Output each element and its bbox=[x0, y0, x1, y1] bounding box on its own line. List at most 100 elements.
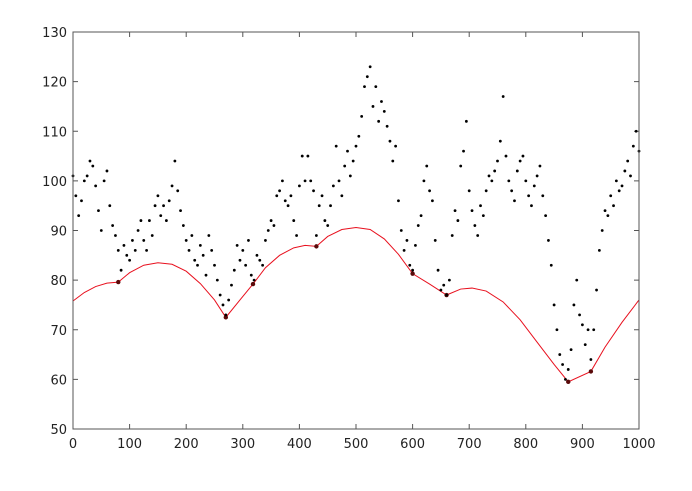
data-point bbox=[230, 283, 233, 287]
data-point bbox=[564, 377, 567, 381]
data-point bbox=[428, 189, 431, 193]
data-point bbox=[544, 214, 548, 218]
data-point bbox=[382, 110, 386, 113]
data-point bbox=[589, 358, 593, 361]
data-point bbox=[255, 253, 259, 257]
data-point bbox=[561, 363, 564, 366]
data-point bbox=[142, 239, 146, 242]
data-point bbox=[190, 234, 194, 237]
data-point bbox=[411, 268, 414, 272]
data-point bbox=[196, 263, 199, 267]
data-point bbox=[258, 258, 262, 262]
x-tick-label: 300 bbox=[230, 437, 255, 452]
data-point bbox=[337, 179, 341, 183]
data-point bbox=[459, 164, 463, 168]
data-point bbox=[91, 164, 95, 168]
data-point bbox=[595, 288, 598, 292]
data-point bbox=[629, 174, 632, 178]
data-point bbox=[99, 229, 103, 232]
data-point bbox=[399, 229, 403, 232]
data-point bbox=[343, 164, 347, 168]
data-point bbox=[204, 273, 208, 277]
data-point bbox=[634, 129, 638, 133]
data-point bbox=[133, 248, 137, 252]
data-point bbox=[331, 184, 335, 188]
data-point bbox=[227, 298, 231, 302]
data-point bbox=[439, 288, 443, 292]
data-point bbox=[374, 85, 378, 88]
data-point bbox=[286, 204, 290, 208]
data-point bbox=[626, 159, 630, 163]
data-point bbox=[462, 149, 465, 153]
data-point bbox=[363, 85, 366, 88]
data-point bbox=[357, 134, 361, 138]
data-point bbox=[198, 243, 202, 247]
data-point bbox=[317, 204, 321, 208]
data-point bbox=[82, 179, 86, 183]
plot-frame bbox=[72, 31, 640, 430]
data-point bbox=[473, 224, 477, 227]
data-point bbox=[402, 248, 406, 252]
data-point bbox=[558, 353, 562, 356]
y-tick-label: 70 bbox=[50, 324, 67, 339]
data-point bbox=[391, 159, 395, 163]
data-point bbox=[116, 248, 120, 252]
data-point bbox=[249, 273, 253, 277]
x-tick-label: 400 bbox=[287, 437, 312, 452]
contact-point bbox=[223, 315, 229, 320]
data-point bbox=[377, 119, 381, 123]
data-point bbox=[425, 164, 429, 168]
data-point bbox=[278, 189, 281, 193]
data-point bbox=[244, 263, 248, 267]
x-tick-label: 600 bbox=[400, 437, 425, 452]
contact-point bbox=[410, 271, 415, 276]
data-point bbox=[431, 199, 434, 203]
y-tick-label: 90 bbox=[50, 225, 67, 240]
data-point bbox=[105, 169, 109, 173]
y-tick-label: 80 bbox=[50, 274, 67, 289]
data-point bbox=[606, 214, 610, 218]
data-point bbox=[476, 234, 480, 237]
data-point bbox=[380, 100, 383, 103]
data-point bbox=[114, 234, 117, 237]
data-point bbox=[397, 199, 400, 203]
y-tick-label: 110 bbox=[42, 125, 67, 140]
x-tick-label: 700 bbox=[457, 437, 482, 452]
data-point bbox=[510, 189, 514, 193]
data-point bbox=[122, 243, 126, 247]
data-point bbox=[453, 209, 457, 213]
data-point bbox=[481, 214, 485, 218]
data-point bbox=[348, 174, 352, 178]
data-point bbox=[515, 169, 519, 173]
data-point bbox=[156, 194, 160, 198]
data-point bbox=[136, 229, 140, 232]
data-point bbox=[266, 229, 270, 232]
data-point bbox=[329, 204, 332, 208]
data-point bbox=[617, 189, 621, 193]
data-point bbox=[300, 154, 304, 158]
data-point bbox=[445, 293, 448, 297]
data-point bbox=[346, 149, 349, 153]
y-tick-label: 120 bbox=[42, 76, 67, 91]
data-point bbox=[547, 239, 550, 242]
data-point bbox=[581, 323, 584, 327]
data-point bbox=[283, 199, 287, 203]
data-point bbox=[419, 214, 423, 218]
data-point bbox=[102, 179, 106, 183]
data-point bbox=[513, 199, 516, 203]
data-point bbox=[603, 209, 607, 213]
data-point bbox=[309, 179, 313, 183]
data-point bbox=[507, 179, 511, 183]
data-point bbox=[414, 243, 417, 247]
data-point bbox=[609, 194, 613, 198]
data-point bbox=[74, 194, 78, 198]
data-point bbox=[456, 219, 460, 222]
data-point bbox=[170, 184, 174, 188]
data-point bbox=[221, 303, 225, 307]
data-point bbox=[371, 105, 375, 108]
x-tick-label: 900 bbox=[570, 437, 595, 452]
y-tick-label: 50 bbox=[50, 423, 67, 438]
data-point bbox=[530, 204, 533, 208]
data-point bbox=[320, 194, 324, 198]
